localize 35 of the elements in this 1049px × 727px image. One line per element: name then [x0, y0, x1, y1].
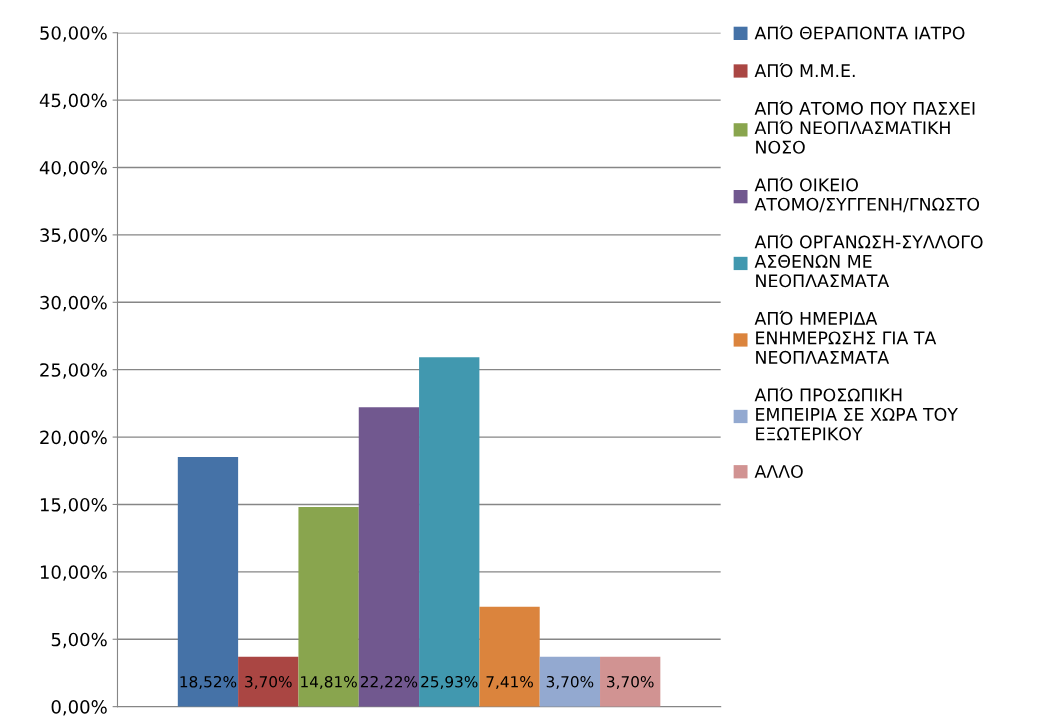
y-tick-label: 0,00%	[51, 700, 107, 716]
y-tick-label: 30,00%	[40, 295, 107, 312]
y-tick-label: 15,00%	[40, 497, 107, 514]
y-tick-label: 25,00%	[40, 363, 107, 379]
bar	[298, 507, 359, 707]
data-label: 14,81%	[301, 675, 357, 690]
y-tick-label: 50,00%	[40, 26, 107, 42]
bar	[419, 357, 480, 707]
legend-label: ΑΠΌ ΘΕΡΑΠΟΝΤΑ ΙΑΤΡΟ	[754, 25, 965, 40]
bar	[539, 656, 601, 707]
bar	[177, 457, 239, 707]
legend-label: ΑΠΌ ΟΙΚΕΙΟ ΑΤΟΜΟ/ΣΥΓΓΕΝΗ/ΓΝΩΣΤΟ	[754, 177, 980, 213]
y-tick-label: 45,00%	[39, 93, 107, 110]
data-label: 3,70%	[245, 675, 292, 690]
data-label: 3,70%	[607, 675, 654, 690]
y-tick-label: 35,00%	[40, 228, 107, 244]
data-label: 22,22%	[360, 675, 418, 690]
y-tick-label: 10,00%	[40, 565, 107, 581]
legend-label: ΑΠΌ ΠΡΟΣΩΠΙΚΗ ΕΜΠΕΙΡΙΑ ΣΕ ΧΩΡΑ ΤΟΥ ΕΞΩΤΕΡΙΚΟΥ	[754, 387, 958, 441]
legend-label: ΑΠΌ ΑΤΟΜΟ ΠΟΥ ΠΑΣΧΕΙ ΑΠΌ ΝΕΟΠΛΑΣΜΑΤΙΚΗ ΝΟΣΟ	[754, 100, 975, 154]
data-label: 7,41%	[486, 675, 533, 690]
bar	[358, 407, 420, 707]
data-label: 25,93%	[421, 675, 478, 690]
y-tick-label: 40,00%	[39, 160, 107, 177]
y-tick-label: 5,00%	[51, 632, 107, 649]
data-label: 18,52%	[180, 675, 237, 690]
legend-label: ΑΠΌ ΗΜΕΡΙΔΑ ΕΝΗΜΕΡΩΣΗΣ ΓΙΑ ΤΑ ΝΕΟΠΛΑΣΜΑΤΑ	[754, 310, 937, 364]
legend-label: ΑΠΌ ΟΡΓΑΝΩΣΗ-ΣΥΛΛΟΓΟ ΑΣΘΕΝΩΝ ΜΕ ΝΕΟΠΛΑΣΜΑΤΑ	[754, 234, 983, 288]
bar	[238, 656, 299, 707]
bar	[479, 606, 540, 707]
y-tick-label: 20,00%	[40, 430, 107, 447]
bar	[600, 656, 661, 707]
legend-label: ΑΠΌ Μ.Μ.Ε.	[754, 63, 855, 78]
legend-label: ΑΛΛΟ	[754, 464, 803, 479]
data-label: 3,70%	[546, 675, 594, 690]
